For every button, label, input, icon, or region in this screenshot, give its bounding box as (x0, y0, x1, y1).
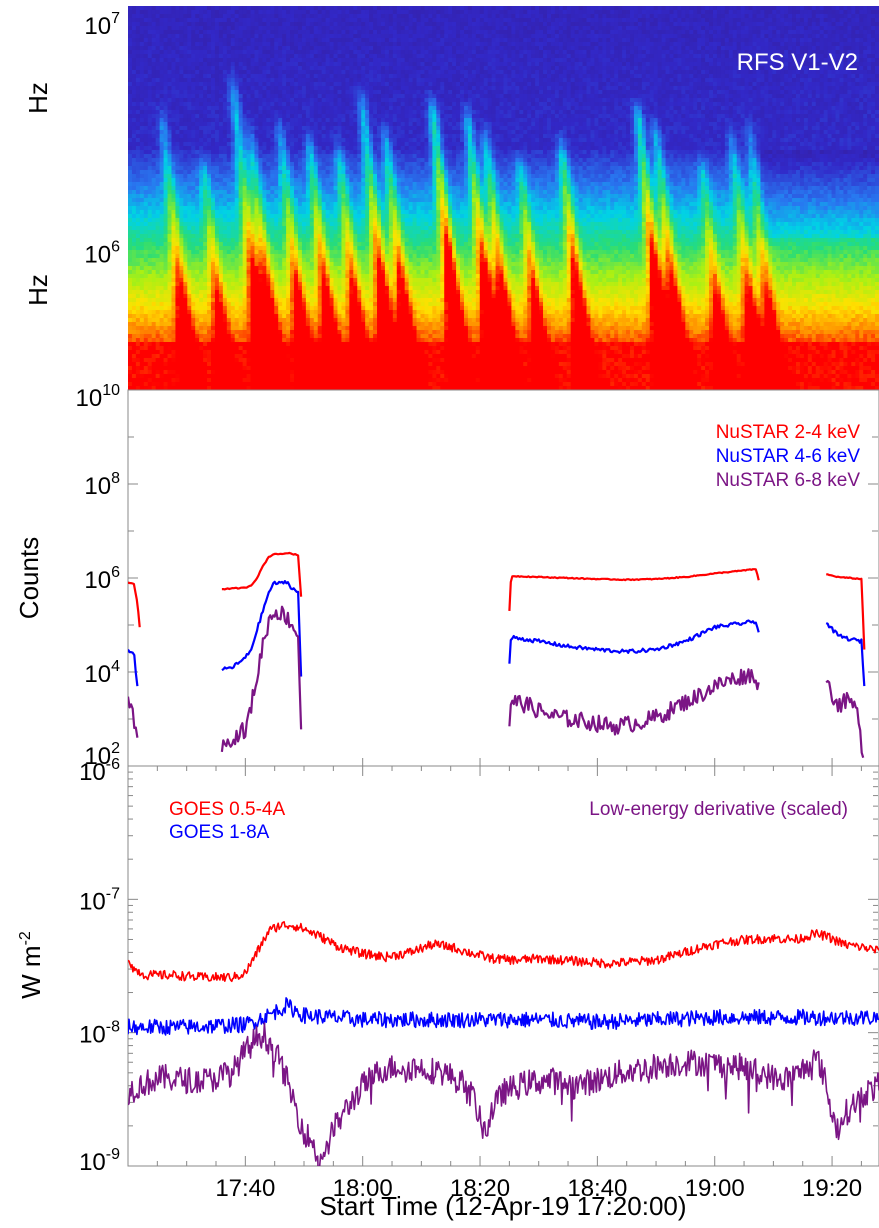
spectrogram-panel: RFS V1-V2 106 107 Hz Hz (23, 6, 879, 390)
nustar-line-segment (508, 568, 760, 611)
nustar-line-segment (825, 679, 865, 759)
spectrogram-ytick-label: 106 (84, 238, 120, 268)
nustar-ytick-label: 108 (84, 470, 120, 500)
nustar-series (128, 551, 866, 759)
legend-goes-05-4: GOES 0.5-4A (169, 799, 285, 820)
goes-xtick-label: 19:20 (802, 1175, 862, 1202)
nustar-line-segment (221, 580, 303, 677)
goes-series-2 (128, 997, 879, 1036)
legend-nustar-2-4: NuSTAR 2-4 keV (716, 422, 861, 443)
nustar-ytick-label: 106 (84, 564, 120, 594)
spectrogram-ylabel-top: Hz (23, 82, 53, 114)
goes-ytick-label: 10-8 (79, 1019, 120, 1049)
spectrogram-ylabel-bottom: Hz (23, 274, 53, 306)
goes-xtick-label: 18:20 (450, 1175, 510, 1202)
goes-minor-ticks (128, 765, 878, 1167)
goes-xlabel: Start Time (12-Apr-19 17:20:00) (319, 1191, 686, 1221)
goes-panel: 10-9 10-8 10-7 10-6 17:40 18:00 18:20 18:40 19:… (16, 756, 879, 1221)
nustar-ytick-label: 102 (84, 740, 120, 770)
nustar-line-segment (508, 619, 760, 664)
goes-ylabel-superscript: -2 (17, 931, 34, 945)
goes-xtick-label: 19:00 (685, 1175, 745, 1202)
nustar-line-segment (826, 573, 866, 650)
nustar-series-3 (128, 605, 865, 759)
nustar-series-1 (128, 551, 866, 650)
goes-series (128, 921, 879, 1166)
goes-xtick-label: 18:00 (333, 1175, 393, 1202)
nustar-ytick-label: 1010 (76, 382, 121, 412)
goes-x-ticks: 17:40 18:00 18:20 18:40 19:00 19:20 (215, 1175, 862, 1202)
nustar-line-segment (128, 649, 139, 687)
legend-low-energy-derivative: Low-energy derivative (scaled) (589, 799, 848, 820)
nustar-series-2 (128, 580, 866, 687)
goes-series-3 (128, 1022, 879, 1166)
spectrogram-title: RFS V1-V2 (737, 49, 858, 76)
nustar-line-segment (128, 696, 139, 738)
nustar-ylabel: Counts (14, 537, 44, 619)
goes-ytick-label: 10-6 (79, 756, 120, 786)
spectrogram-y-ticks: 106 107 (84, 10, 120, 268)
nustar-line-segment (508, 668, 760, 736)
goes-series-1 (128, 921, 879, 983)
legend-nustar-6-8: NuSTAR 6-8 keV (716, 470, 861, 491)
nustar-line-segment (825, 622, 866, 687)
nustar-plot-area (127, 389, 879, 767)
nustar-line-segment (128, 581, 141, 628)
nustar-y-ticks: 102 104 106 108 1010 (76, 382, 121, 770)
goes-xtick-label: 17:40 (215, 1175, 275, 1202)
spectrogram-image (128, 6, 879, 390)
goes-legend: GOES 0.5-4A GOES 1-8A Low-energy derivat… (169, 799, 848, 843)
nustar-line-segment (221, 551, 303, 597)
spectrogram-ytick-label: 107 (84, 10, 120, 40)
nustar-counts-panel: 102 104 106 108 1010 Counts NuSTAR 2-4 keV N… (14, 382, 879, 770)
nustar-legend: NuSTAR 2-4 keV NuSTAR 4-6 keV NuSTAR 6-8… (716, 422, 861, 491)
legend-nustar-4-6: NuSTAR 4-6 keV (716, 446, 861, 467)
nustar-line-segment (220, 605, 303, 753)
goes-ytick-label: 10-7 (79, 885, 120, 915)
goes-y-ticks: 10-9 10-8 10-7 10-6 (79, 756, 120, 1176)
goes-xtick-label: 18:40 (567, 1175, 627, 1202)
legend-goes-1-8: GOES 1-8A (169, 822, 270, 843)
goes-ylabel: W m-2 (16, 931, 46, 999)
nustar-ytick-label: 104 (84, 658, 120, 688)
goes-ytick-label: 10-9 (79, 1146, 120, 1176)
